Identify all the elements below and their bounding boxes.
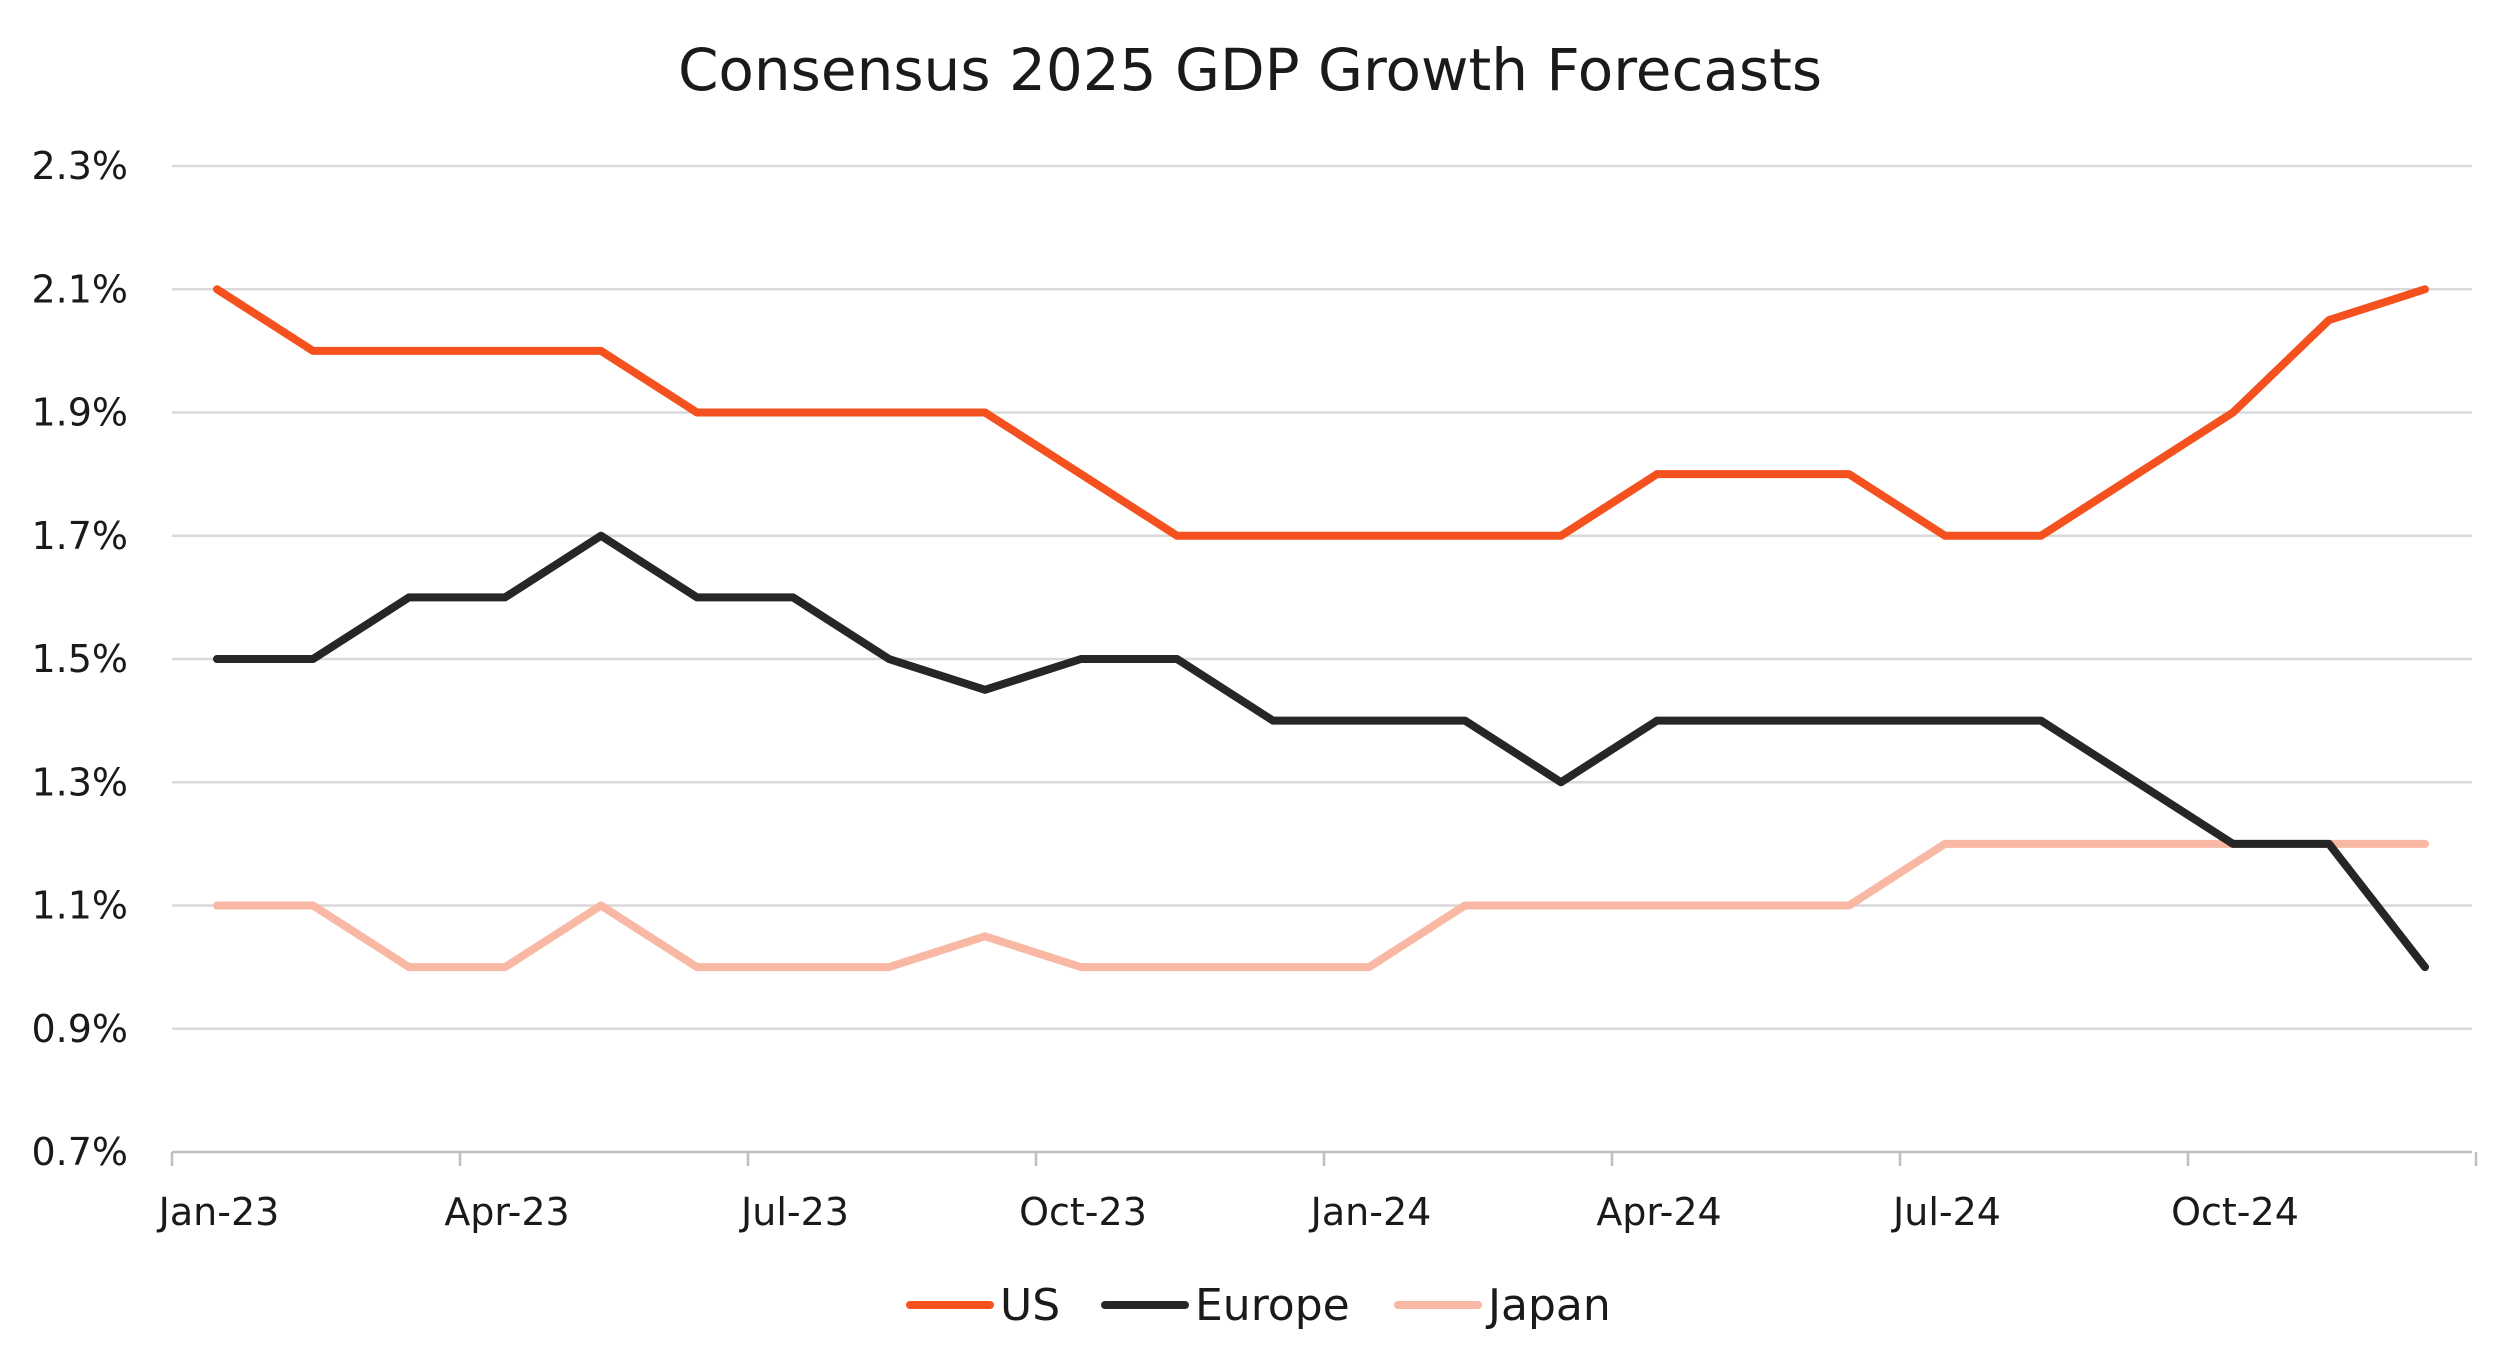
x-tick-label: Apr-23	[444, 1190, 569, 1234]
series-lines	[213, 285, 2429, 972]
y-tick-label: 1.9%	[31, 391, 128, 435]
legend-label-europe: Europe	[1195, 1280, 1350, 1331]
series-line-europe	[213, 531, 2429, 972]
gridlines	[172, 164, 2472, 1030]
x-tick-label: Oct-24	[2171, 1190, 2299, 1234]
x-tick-label: Jan-23	[157, 1190, 280, 1234]
x-tick-label: Jul-23	[739, 1190, 849, 1234]
y-tick-label: 2.3%	[31, 144, 128, 188]
x-tick-label: Apr-24	[1596, 1190, 1721, 1234]
x-axis	[170, 1150, 2478, 1166]
x-tick-label: Jan-24	[1309, 1190, 1432, 1234]
y-tick-label: 1.3%	[31, 760, 128, 804]
legend: US Europe Japan	[906, 1280, 1611, 1331]
y-axis-tick-labels: 0.7% 0.9% 1.1% 1.3% 1.5% 1.7% 1.9% 2.1% 2.3%	[31, 144, 128, 1174]
y-tick-label: 1.7%	[31, 514, 128, 558]
series-line-japan	[213, 839, 2429, 972]
y-tick-label: 0.9%	[31, 1007, 128, 1051]
y-tick-label: 1.1%	[31, 884, 128, 928]
y-tick-label: 1.5%	[31, 637, 128, 681]
y-tick-label: 0.7%	[31, 1130, 128, 1174]
legend-label-japan: Japan	[1485, 1280, 1611, 1331]
chart-title: Consensus 2025 GDP Growth Forecasts	[678, 36, 1822, 104]
y-tick-label: 2.1%	[31, 267, 128, 311]
x-axis-tick-labels: Jan-23 Apr-23 Jul-23 Oct-23 Jan-24 Apr-24 Jul-…	[157, 1190, 2299, 1234]
x-tick-label: Oct-23	[1019, 1190, 1147, 1234]
legend-label-us: US	[1000, 1280, 1060, 1331]
x-tick-label: Jul-24	[1891, 1190, 2001, 1234]
series-line-us	[213, 285, 2429, 540]
